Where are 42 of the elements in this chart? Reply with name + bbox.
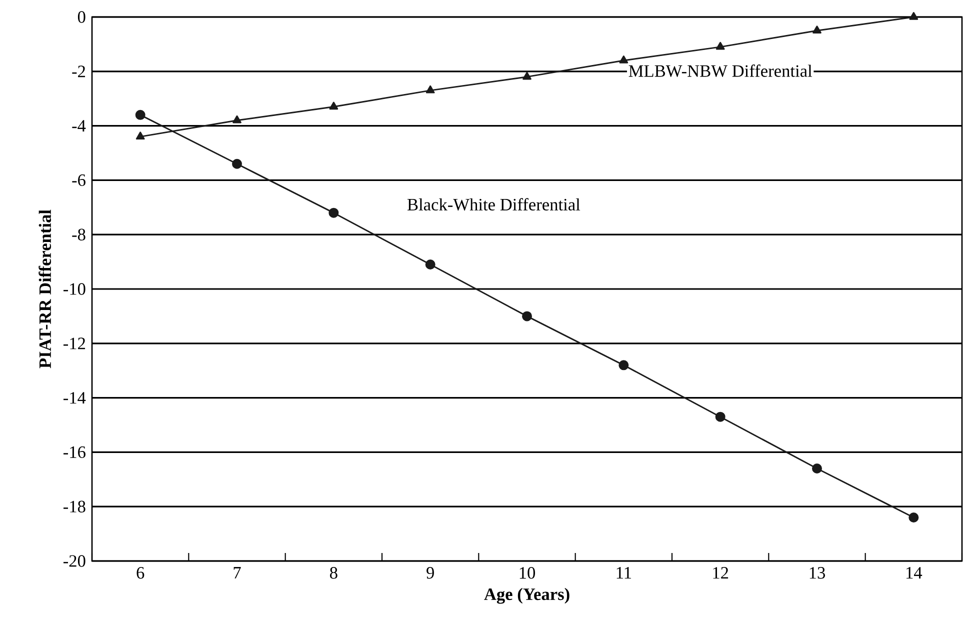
y-tick-label: 0 bbox=[78, 11, 86, 23]
point bbox=[618, 360, 629, 370]
x-axis-title: Age (Years) bbox=[484, 588, 570, 604]
y-tick-label: -6 bbox=[72, 174, 86, 186]
point bbox=[909, 12, 918, 20]
y-tick-label: -4 bbox=[72, 120, 86, 132]
y-tick-label: -8 bbox=[72, 228, 86, 240]
x-tick-label: 6 bbox=[136, 567, 144, 579]
x-tick-label: 11 bbox=[616, 567, 631, 578]
x-tick-label: 13 bbox=[810, 567, 825, 579]
point bbox=[908, 512, 919, 522]
y-tick-label: -10 bbox=[64, 283, 86, 295]
x-tick-label: 9 bbox=[426, 567, 434, 579]
point bbox=[619, 56, 628, 64]
text: Black-White Differential bbox=[407, 198, 580, 211]
point bbox=[812, 26, 822, 34]
x-tick-label: 8 bbox=[330, 567, 338, 579]
point bbox=[232, 158, 242, 169]
x-tick-label: 12 bbox=[713, 567, 728, 579]
y-tick-label: -2 bbox=[72, 66, 86, 78]
y-tick-label: -12 bbox=[64, 338, 86, 350]
y-tick-label: -16 bbox=[64, 446, 86, 458]
series-label: MLBW-NBW Differential bbox=[628, 64, 812, 77]
point bbox=[232, 115, 242, 124]
point bbox=[136, 132, 145, 140]
x-tick-label: 14 bbox=[906, 567, 922, 578]
point bbox=[135, 110, 146, 120]
point bbox=[715, 412, 726, 422]
y-tick-label: -14 bbox=[64, 392, 86, 404]
y-axis-title: PIAT-RR Differential bbox=[38, 210, 52, 368]
point bbox=[522, 72, 532, 80]
point bbox=[328, 208, 339, 218]
point bbox=[426, 85, 435, 94]
x-tick-label: 10 bbox=[520, 567, 536, 579]
point bbox=[425, 260, 436, 270]
x-tick-label: 7 bbox=[234, 567, 241, 578]
point bbox=[329, 102, 338, 110]
y-tick-label: -18 bbox=[64, 500, 86, 512]
point bbox=[812, 464, 822, 474]
y-tick-label: -20 bbox=[64, 555, 86, 567]
point bbox=[716, 42, 725, 50]
point bbox=[522, 311, 532, 322]
